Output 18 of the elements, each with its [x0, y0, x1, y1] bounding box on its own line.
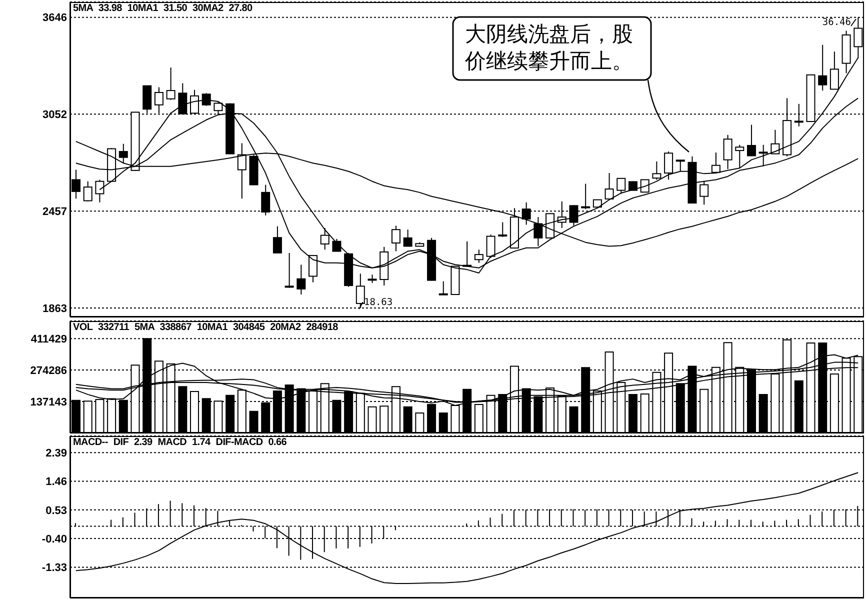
y-tick-label: 2457 [42, 206, 67, 218]
annotation: 大阴线洗盘后，股价继续攀升而上。 [465, 21, 634, 75]
y-tick-label: 411429 [30, 333, 67, 346]
annotation: 18.63 [364, 297, 393, 308]
annotation: 36.46 [822, 17, 851, 28]
chart-title: 5MA 33.98 10MA1 31.50 30MA2 27.80 [73, 3, 252, 15]
y-tick-label: 1863 [42, 302, 67, 315]
chart-title: MACD-- DIF 2.39 MACD 1.74 DIF-MACD 0.66 [73, 437, 287, 449]
y-tick-label: 1.46 [46, 476, 67, 488]
y-tick-label: 3052 [42, 109, 67, 122]
y-tick-label: 0.53 [46, 504, 67, 517]
y-tick-label: 3646 [42, 12, 67, 24]
y-tick-label: -0.40 [42, 533, 67, 546]
chart-title: VOL 332711 5MA 338867 10MA1 304845 20MA2 284918 [73, 322, 338, 334]
y-tick-label: 274286 [30, 364, 67, 377]
y-tick-label: -1.33 [42, 562, 67, 574]
y-tick-label: 137143 [30, 396, 67, 408]
y-tick-label: 2.39 [46, 448, 67, 460]
